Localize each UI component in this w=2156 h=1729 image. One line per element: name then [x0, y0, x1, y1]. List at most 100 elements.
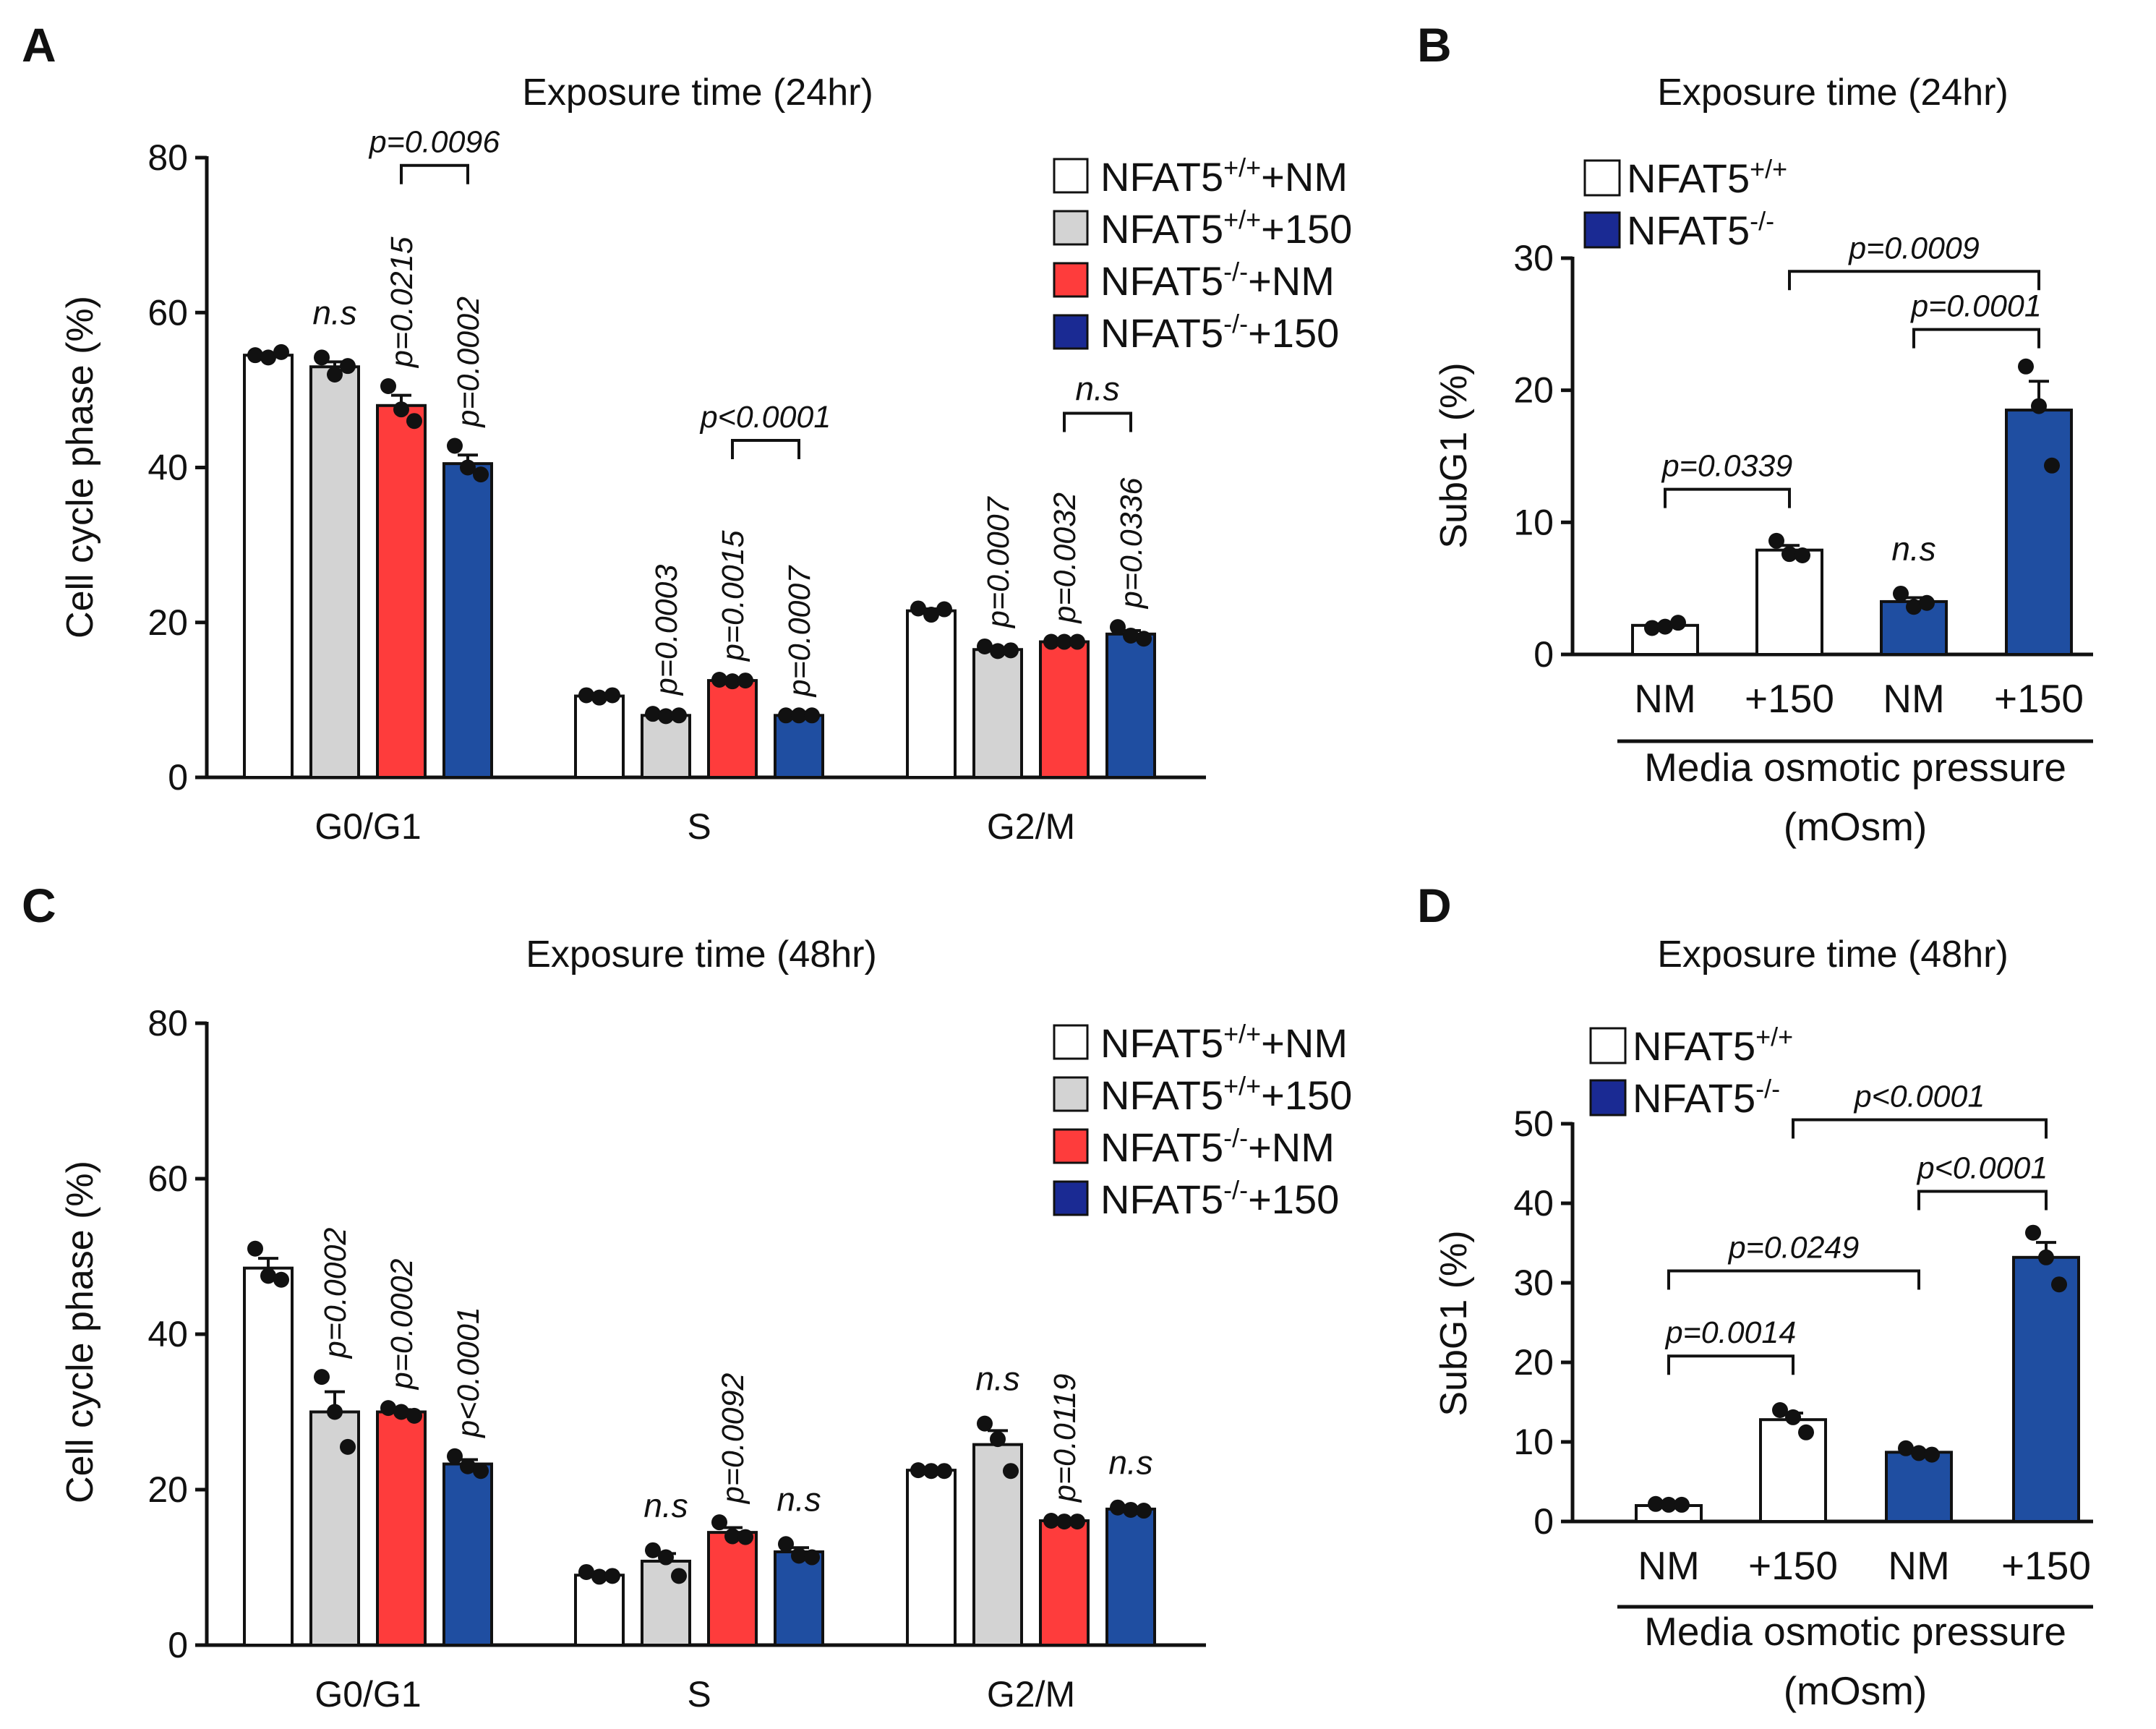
data-point: [923, 607, 939, 623]
x-axis-label-units: (mOsm): [1784, 1668, 1928, 1713]
legend-treatment: +NM: [1261, 154, 1348, 200]
p-value-label: p=0.0339: [1661, 449, 1793, 484]
p-value-label: p=0.0002: [318, 1227, 353, 1359]
data-point: [1069, 633, 1085, 650]
p-value-label: p=0.0003: [649, 565, 684, 697]
legend-genotype: +/+: [1223, 205, 1261, 234]
legend-name: NFAT5: [1100, 206, 1223, 252]
y-axis-label: Cell cycle phase (%): [59, 296, 101, 639]
legend-genotype: +/+: [1755, 1022, 1793, 1051]
data-point: [1798, 1424, 1814, 1440]
data-point: [273, 1271, 289, 1288]
legend-label: NFAT5+/++150: [1100, 1071, 1352, 1118]
y-tick-label: 40: [147, 1314, 188, 1354]
chart-title: Exposure time (24hr): [1657, 72, 2009, 114]
x-category-label: G0/G1: [315, 806, 421, 847]
panel-c: C Exposure time (48hr) Cell cycle phase (%…: [22, 879, 1352, 1715]
data-point: [1657, 618, 1673, 635]
data-point: [604, 687, 620, 704]
significance-bracket: [1063, 411, 1132, 432]
significance-bracket: [400, 163, 469, 184]
legend-swatch: [1053, 314, 1089, 350]
data-point: [578, 1563, 594, 1580]
legend-treatment: +NM: [1248, 258, 1335, 304]
y-tick-label: 50: [1513, 1103, 1554, 1144]
legend-name: NFAT5: [1100, 1072, 1223, 1118]
legend-treatment: +150: [1261, 1072, 1352, 1118]
data-point: [936, 1463, 952, 1480]
legend-genotype: +/+: [1750, 154, 1787, 184]
bar: [442, 1462, 493, 1647]
x-category-label: NM: [1888, 1543, 1950, 1588]
panel-b: B Exposure time (24hr) SubG1 (%) 0 10 20 30 NM +…: [1417, 18, 2093, 849]
data-point: [724, 1528, 740, 1545]
p-value-label: p=0.0336: [1114, 478, 1149, 610]
data-point: [260, 1268, 276, 1284]
legend-treatment: +150: [1261, 206, 1352, 252]
legend-genotype: -/-: [1223, 309, 1248, 338]
y-axis-label: SubG1 (%): [1433, 362, 1475, 548]
y-tick-label: 10: [1513, 1422, 1554, 1462]
data-point: [473, 1463, 489, 1480]
data-point: [977, 1415, 993, 1432]
significance-bracket: [1664, 487, 1791, 508]
bar: [309, 365, 360, 779]
bar: [972, 1443, 1023, 1647]
legend-label: NFAT5-/-+NM: [1100, 1123, 1335, 1170]
y-tick-label: 30: [1513, 238, 1554, 278]
data-point: [671, 1568, 687, 1584]
x-category-label: +150: [2001, 1543, 2091, 1588]
x-category-label: G2/M: [987, 806, 1075, 847]
data-point: [460, 459, 476, 476]
bar: [1105, 1507, 1156, 1647]
legend-name: NFAT5: [1627, 155, 1750, 201]
bar: [574, 1574, 625, 1647]
data-point: [910, 600, 926, 617]
data-point: [1056, 1514, 1072, 1530]
p-value-label: p=0.0007: [782, 565, 817, 699]
bar: [376, 404, 427, 779]
data-point: [2018, 358, 2034, 375]
data-point: [1911, 1445, 1927, 1461]
data-point: [1003, 642, 1019, 659]
chart-title: Exposure time (48hr): [526, 934, 877, 976]
x-category-label: +150: [1748, 1543, 1838, 1588]
legend-name: NFAT5: [1100, 1020, 1223, 1066]
data-point: [406, 413, 422, 430]
data-point: [247, 347, 263, 364]
data-point: [936, 601, 952, 618]
bar: [376, 1410, 427, 1647]
data-point: [1123, 1501, 1139, 1518]
legend-label: NFAT5+/+: [1627, 154, 1787, 201]
legend-label: NFAT5+/++NM: [1100, 1019, 1348, 1066]
legend-treatment: +150: [1248, 1177, 1339, 1222]
bar: [1105, 632, 1156, 779]
ns-label: n.s: [975, 1360, 1019, 1398]
bar: [1885, 1451, 1953, 1524]
data-point: [604, 1568, 620, 1584]
legend-genotype: -/-: [1223, 1175, 1248, 1205]
legend-name: NFAT5: [1627, 208, 1750, 253]
data-point: [1123, 627, 1139, 644]
y-tick-label: 30: [1513, 1263, 1554, 1303]
data-point: [990, 1431, 1006, 1448]
panel-letter: C: [22, 879, 56, 932]
legend-genotype: -/-: [1755, 1074, 1780, 1103]
data-point: [2038, 1249, 2054, 1265]
data-point: [2051, 1276, 2067, 1293]
x-category-label: +150: [1745, 676, 1834, 721]
data-point: [1781, 546, 1797, 563]
legend-swatch: [1053, 158, 1089, 194]
legend-swatch: [1053, 1180, 1089, 1216]
data-point: [340, 1438, 356, 1455]
data-point: [1919, 594, 1935, 611]
legend-label: NFAT5+/++150: [1100, 205, 1352, 252]
data-point: [327, 366, 343, 383]
data-point: [1898, 1440, 1914, 1456]
data-point: [447, 1448, 463, 1464]
x-category-label: NM: [1634, 676, 1696, 721]
bar: [906, 1469, 957, 1647]
ns-label: n.s: [777, 1480, 821, 1518]
data-point: [1644, 620, 1660, 636]
legend-label: NFAT5-/-+150: [1100, 309, 1339, 356]
